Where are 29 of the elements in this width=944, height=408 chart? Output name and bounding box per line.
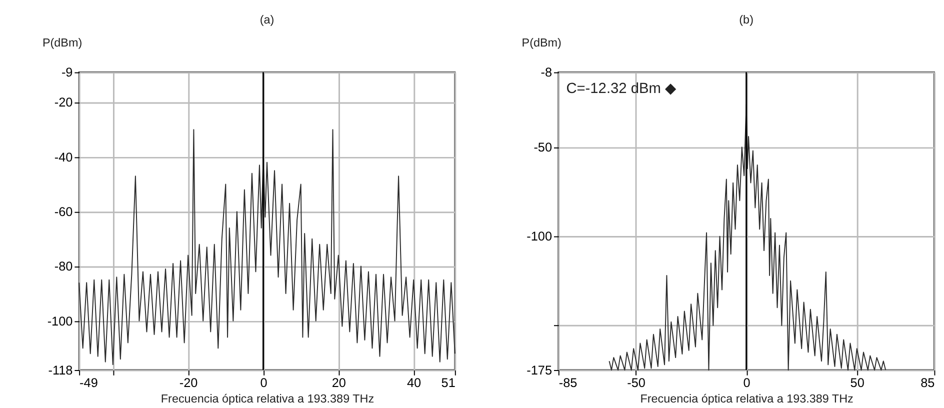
y-tick-label: -8 [540,66,552,80]
x-tick-label: 85 [920,376,935,390]
x-tick-label: 51 [441,376,456,390]
chart-title: (a) [260,13,274,26]
x-axis-title: Frecuencia óptica relativa a 193.389 THz [160,392,374,406]
y-tick-label: -118 [48,363,73,378]
x-tick-label: -85 [558,376,578,390]
x-tick-label: 20 [332,376,346,390]
x-tick-label: -49 [80,376,98,390]
y-tick-label: -40 [54,150,73,164]
x-tick-label: 50 [850,376,864,390]
y-tick-label: -60 [54,204,73,219]
x-tick-label: 0 [743,376,750,390]
y-tick-label: -20 [54,96,73,110]
y-tick-label: -175 [526,363,552,378]
y-axis-title: P(dBm) [522,36,562,50]
y-tick-label: -80 [54,260,73,274]
chart-title: (b) [739,13,754,26]
y-tick-label: -9 [61,66,73,80]
x-tick-label: -20 [179,376,198,390]
y-axis-title: P(dBm) [42,36,82,50]
annotation: C=-12.32 dBm ◆ [566,80,677,97]
y-tick-label: -100 [526,230,552,244]
y-tick-label: -50 [534,140,552,155]
x-tick-label: -50 [627,376,646,390]
x-tick-label: 0 [260,376,268,390]
y-tick-label: -100 [47,314,73,328]
x-axis-title: Frecuencia óptica relativa a 193.389 THz [640,392,854,406]
x-tick-label: 40 [407,376,422,390]
